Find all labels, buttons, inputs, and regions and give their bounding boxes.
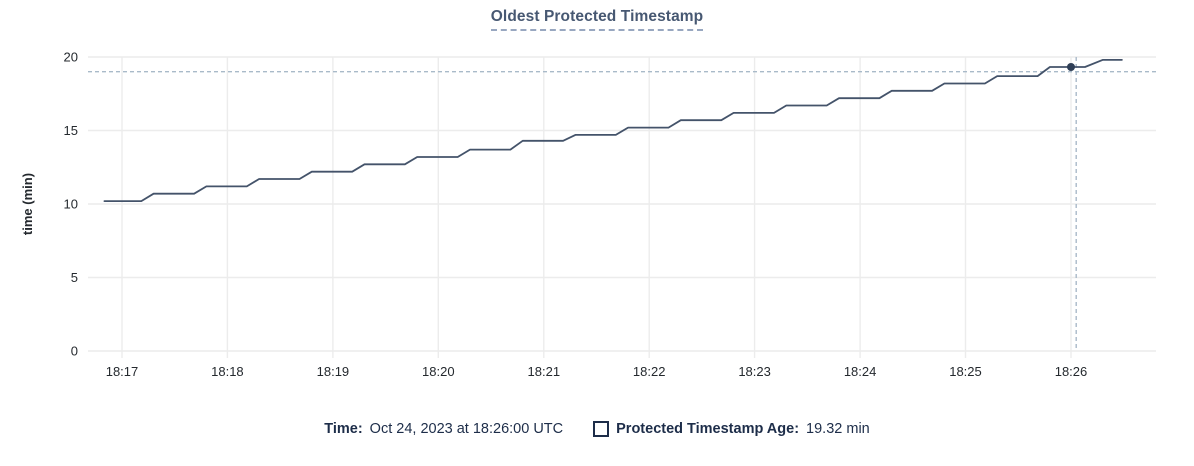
y-tick-label: 5 — [71, 270, 78, 285]
y-tick-label: 15 — [64, 123, 78, 138]
tooltip-series-label[interactable]: Protected Timestamp Age: — [616, 421, 800, 437]
x-tick-label: 18:21 — [528, 364, 561, 379]
x-tick-label: 18:19 — [317, 364, 350, 379]
y-tick-label: 10 — [64, 197, 78, 212]
series-legend-swatch[interactable] — [593, 421, 610, 437]
x-tick-label: 18:24 — [844, 364, 877, 379]
y-tick-label: 20 — [64, 50, 78, 65]
x-tick-label: 18:22 — [633, 364, 666, 379]
x-tick-label: 18:26 — [1055, 364, 1088, 379]
chart-tooltip-legend: Time: Oct 24, 2023 at 18:26:00 UTC Prote… — [0, 421, 1194, 437]
tooltip-time-label: Time: — [324, 421, 363, 437]
x-tick-label: 18:20 — [422, 364, 455, 379]
chart-canvas[interactable]: 0 5 10 15 20 18:17 18:18 18:19 18:20 18:21 18:22 18… — [0, 0, 1194, 400]
chart-title[interactable]: Oldest Protected Timestamp — [490, 8, 704, 31]
chart-header: Oldest Protected Timestamp — [0, 8, 1194, 31]
series-line — [103, 59, 1123, 203]
x-tick-label: 18:17 — [106, 364, 139, 379]
tooltip-series-value: 19.32 min — [806, 421, 870, 437]
hover-point-dot — [1067, 63, 1075, 71]
x-tick-label: 18:18 — [211, 364, 244, 379]
tooltip-time-value: Oct 24, 2023 at 18:26:00 UTC — [369, 421, 564, 437]
y-tick-label: 0 — [71, 344, 78, 359]
x-tick-label: 18:23 — [738, 364, 771, 379]
x-tick-label: 18:25 — [949, 364, 982, 379]
y-axis-title: time (min) — [20, 173, 35, 235]
